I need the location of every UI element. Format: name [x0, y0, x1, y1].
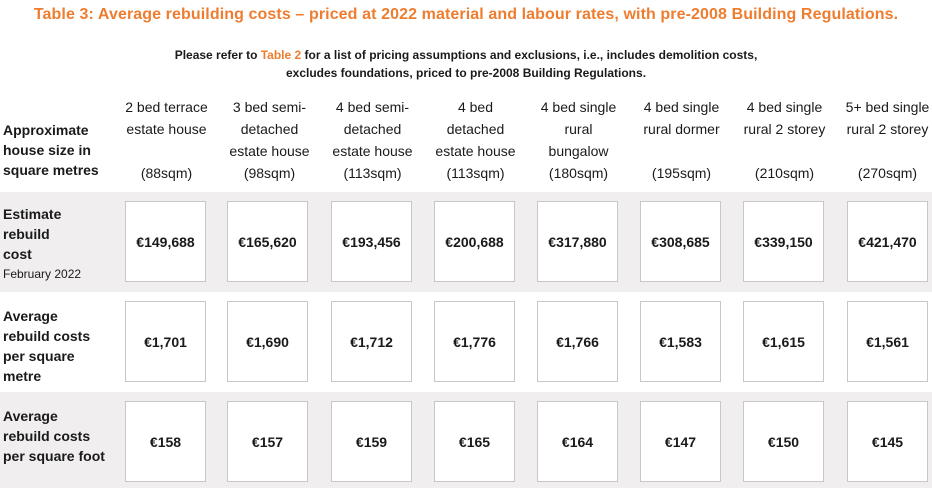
- column-header: 4 bed single rural bungalow (180sqm): [527, 96, 630, 184]
- column-name-line: bungalow: [548, 143, 609, 159]
- header-label-line: Approximate: [3, 122, 89, 138]
- column-header: 3 bed semi-detached estate house (98sqm): [218, 96, 321, 184]
- value-cell: €150: [743, 401, 824, 482]
- column-name-line: 4 bed single: [746, 99, 823, 115]
- column-header: 2 bed terrace estate house (88sqm): [115, 96, 218, 184]
- value-cell: €158: [125, 401, 206, 482]
- column-name: 4 bed detached estate house: [424, 96, 527, 162]
- column-name-line: estate house: [229, 143, 310, 159]
- column-header: 4 bed detached estate house (113sqm): [424, 96, 527, 184]
- column-name-line: rural 2 storey: [743, 121, 826, 137]
- column-name-line: 4 bed single: [540, 99, 617, 115]
- subtitle-text: Please refer to: [174, 48, 261, 62]
- row-label: Average rebuild costs per square metre: [3, 306, 90, 386]
- row-label-line: rebuild costs: [3, 428, 91, 444]
- value-cell: €1,766: [537, 301, 618, 382]
- column-header: 5+ bed single rural 2 storey (270sqm): [836, 96, 932, 184]
- column-name-line: 2 bed terrace: [125, 99, 208, 115]
- value-cell: €339,150: [743, 201, 824, 282]
- row-note: February 2022: [3, 267, 82, 281]
- column-name: 4 bed single rural bungalow: [527, 96, 630, 162]
- value-cell: €147: [640, 401, 721, 482]
- column-name-line: 4 bed: [457, 99, 494, 115]
- value-cell: €421,470: [847, 201, 928, 282]
- column-name-line: rural: [564, 121, 593, 137]
- column-header: 4 bed single rural 2 storey (210sqm): [733, 96, 836, 184]
- row-label-line: per square: [3, 348, 75, 364]
- value-cell: €1,701: [125, 301, 206, 382]
- column-name-line: 3 bed semi-: [232, 99, 307, 115]
- value-cell: €1,690: [227, 301, 308, 382]
- value-cell: €317,880: [537, 201, 618, 282]
- value-cell: €165: [434, 401, 515, 482]
- column-size: (180sqm): [548, 165, 609, 181]
- column-size: (98sqm): [243, 165, 296, 181]
- column-header: 4 bed single rural dormer (195sqm): [630, 96, 733, 184]
- column-name: 4 bed single rural dormer: [630, 96, 733, 162]
- value-cell: €164: [537, 401, 618, 482]
- table-2-link[interactable]: Table 2: [260, 48, 302, 62]
- value-cell: €193,456: [331, 201, 412, 282]
- column-name-line: detached: [240, 121, 299, 137]
- row-label-line: Estimate: [3, 206, 62, 222]
- column-name: 3 bed semi-detached estate house: [218, 96, 321, 162]
- column-size: (88sqm): [140, 165, 193, 181]
- column-name-line: estate house: [435, 143, 516, 159]
- column-name: 2 bed terrace estate house: [115, 96, 218, 162]
- column-name-line: rural dormer: [643, 121, 720, 137]
- row-label: Estimate rebuild cost February 2022: [3, 204, 81, 284]
- subtitle-line-2: excludes foundations, priced to pre-2008…: [285, 66, 647, 80]
- column-name: 4 bed single rural 2 storey: [733, 96, 836, 162]
- column-size: (195sqm): [651, 165, 712, 181]
- value-cell: €1,776: [434, 301, 515, 382]
- header-label: Approximate house size in square metres: [3, 120, 99, 180]
- column-header: 4 bed semi-detached estate house (113sqm): [321, 96, 424, 184]
- column-size: (113sqm): [343, 165, 402, 181]
- value-cell: €145: [847, 401, 928, 482]
- row-label-line: per square foot: [3, 448, 105, 464]
- row-label-line: Average: [3, 308, 58, 324]
- row-label-line: rebuild costs: [3, 328, 91, 344]
- value-cell: €159: [331, 401, 412, 482]
- row-label: Average rebuild costs per square foot: [3, 406, 105, 466]
- column-name-line: 4 bed single: [643, 99, 720, 115]
- table-subtitle: Please refer to Table 2 for a list of pr…: [0, 46, 932, 82]
- value-cell: €165,620: [227, 201, 308, 282]
- header-row: Approximate house size in square metres …: [0, 96, 932, 190]
- column-name-line: detached: [446, 121, 505, 137]
- value-cell: €1,615: [743, 301, 824, 382]
- column-size: (113sqm): [446, 165, 505, 181]
- row-label-line: Average: [3, 408, 58, 424]
- row-label-line: metre: [3, 368, 42, 384]
- value-cell: €308,685: [640, 201, 721, 282]
- row-label-line: rebuild: [3, 226, 50, 242]
- value-cell: €1,561: [847, 301, 928, 382]
- value-cell: €157: [227, 401, 308, 482]
- column-name-line: estate house: [126, 121, 207, 137]
- column-name: 4 bed semi-detached estate house: [321, 96, 424, 162]
- column-name: 5+ bed single rural 2 storey: [836, 96, 932, 162]
- subtitle-text: for a list of pricing assumptions and ex…: [301, 48, 758, 62]
- column-name-line: detached: [343, 121, 402, 137]
- header-label-line: square metres: [3, 162, 99, 178]
- table-title: Table 3: Average rebuilding costs – pric…: [33, 6, 899, 23]
- subtitle-line-1: Please refer to Table 2 for a list of pr…: [0, 46, 932, 64]
- column-name-line: 4 bed semi-: [335, 99, 410, 115]
- header-label-line: house size in: [3, 142, 91, 158]
- value-cell: €1,583: [640, 301, 721, 382]
- value-cell: €200,688: [434, 201, 515, 282]
- column-name-line: 5+ bed single: [845, 99, 930, 115]
- column-size: (210sqm): [754, 165, 815, 181]
- column-name-line: estate house: [332, 143, 413, 159]
- column-name-line: rural 2 storey: [846, 121, 929, 137]
- value-cell: €149,688: [125, 201, 206, 282]
- row-label-line: cost: [3, 246, 32, 262]
- value-cell: €1,712: [331, 301, 412, 382]
- column-size: (270sqm): [857, 165, 918, 181]
